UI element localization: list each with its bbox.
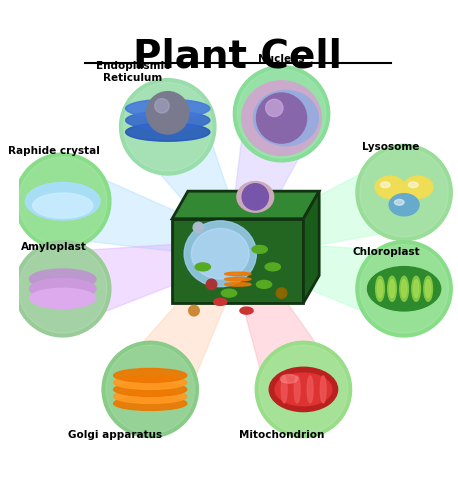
Ellipse shape <box>394 199 404 205</box>
Ellipse shape <box>252 245 267 253</box>
Text: Golgi apparatus: Golgi apparatus <box>68 430 162 441</box>
Ellipse shape <box>389 194 419 216</box>
Circle shape <box>255 342 352 438</box>
Text: Lysosome: Lysosome <box>362 142 420 151</box>
Circle shape <box>15 153 111 249</box>
Ellipse shape <box>237 181 274 212</box>
Circle shape <box>18 245 107 333</box>
Circle shape <box>356 145 452 241</box>
Ellipse shape <box>400 276 409 301</box>
Ellipse shape <box>256 280 272 288</box>
Ellipse shape <box>224 277 251 281</box>
Ellipse shape <box>191 228 249 279</box>
Ellipse shape <box>29 288 96 309</box>
Ellipse shape <box>214 298 227 305</box>
Ellipse shape <box>224 283 251 286</box>
Text: Nucleus: Nucleus <box>258 54 305 64</box>
Text: Endoplasmic
Reticulum: Endoplasmic Reticulum <box>96 61 170 83</box>
Ellipse shape <box>367 267 441 311</box>
Polygon shape <box>55 240 240 325</box>
Ellipse shape <box>403 176 433 198</box>
Circle shape <box>106 345 195 434</box>
Circle shape <box>237 70 326 158</box>
Ellipse shape <box>114 383 187 396</box>
Polygon shape <box>229 102 317 252</box>
Circle shape <box>193 222 204 233</box>
Circle shape <box>124 82 212 171</box>
Ellipse shape <box>280 374 298 383</box>
Polygon shape <box>119 245 246 409</box>
Ellipse shape <box>414 280 419 298</box>
Circle shape <box>259 345 348 434</box>
Circle shape <box>276 288 287 298</box>
Circle shape <box>360 148 448 237</box>
Ellipse shape <box>381 182 390 188</box>
Ellipse shape <box>114 396 187 411</box>
Ellipse shape <box>114 368 187 382</box>
Ellipse shape <box>125 111 210 129</box>
Ellipse shape <box>320 376 326 403</box>
Ellipse shape <box>253 90 318 146</box>
Ellipse shape <box>412 276 420 301</box>
Ellipse shape <box>224 272 251 276</box>
Ellipse shape <box>25 182 100 220</box>
Circle shape <box>18 157 107 245</box>
Circle shape <box>155 98 169 113</box>
Ellipse shape <box>402 280 407 298</box>
Ellipse shape <box>377 280 383 298</box>
Ellipse shape <box>240 307 253 314</box>
Circle shape <box>15 241 111 337</box>
Ellipse shape <box>195 263 210 271</box>
Circle shape <box>206 279 217 290</box>
Ellipse shape <box>114 375 187 390</box>
Ellipse shape <box>424 276 432 301</box>
Polygon shape <box>235 240 413 325</box>
Ellipse shape <box>307 376 313 403</box>
Text: Mitochondrion: Mitochondrion <box>239 430 324 441</box>
Ellipse shape <box>125 99 210 118</box>
Ellipse shape <box>294 376 300 403</box>
Text: Amyloplast: Amyloplast <box>21 242 87 252</box>
Circle shape <box>234 66 330 162</box>
Ellipse shape <box>184 221 256 287</box>
Ellipse shape <box>375 176 405 198</box>
Ellipse shape <box>265 263 280 271</box>
Circle shape <box>356 241 452 337</box>
Ellipse shape <box>221 289 237 297</box>
Polygon shape <box>172 219 303 303</box>
Ellipse shape <box>425 280 431 298</box>
Polygon shape <box>229 245 337 405</box>
Ellipse shape <box>125 123 210 141</box>
Ellipse shape <box>242 81 321 155</box>
Ellipse shape <box>409 182 418 188</box>
Circle shape <box>360 245 448 333</box>
Circle shape <box>102 342 198 438</box>
Circle shape <box>266 99 283 117</box>
Polygon shape <box>303 191 319 303</box>
Polygon shape <box>172 191 319 219</box>
Polygon shape <box>234 157 416 259</box>
Circle shape <box>256 93 306 143</box>
Circle shape <box>120 79 216 175</box>
Polygon shape <box>53 165 240 259</box>
Ellipse shape <box>269 368 338 412</box>
Text: Raphide crystal: Raphide crystal <box>8 146 100 156</box>
Polygon shape <box>136 108 246 254</box>
Text: Chloroplast: Chloroplast <box>353 246 420 257</box>
Ellipse shape <box>29 269 96 289</box>
Circle shape <box>242 184 268 210</box>
Ellipse shape <box>281 376 287 403</box>
Ellipse shape <box>389 280 395 298</box>
Circle shape <box>189 305 199 316</box>
Ellipse shape <box>275 373 332 406</box>
Ellipse shape <box>33 193 93 218</box>
Ellipse shape <box>388 276 396 301</box>
Text: Plant Cell: Plant Cell <box>133 37 342 75</box>
Circle shape <box>147 92 189 134</box>
Ellipse shape <box>376 276 384 301</box>
Ellipse shape <box>114 390 187 403</box>
Ellipse shape <box>29 279 96 299</box>
